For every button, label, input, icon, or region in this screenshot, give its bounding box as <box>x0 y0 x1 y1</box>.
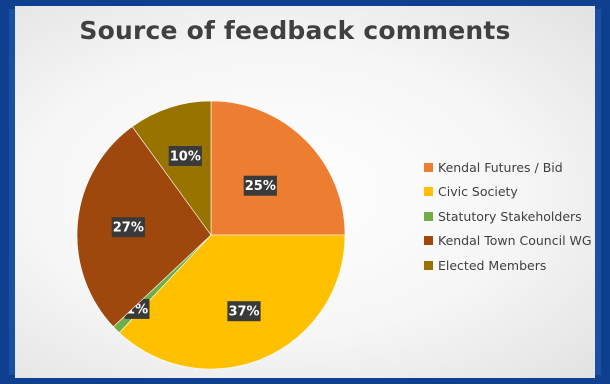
legend-swatch <box>424 211 433 221</box>
data-label-4: 27% <box>111 217 145 238</box>
svg-text:37%: 37% <box>228 305 259 320</box>
legend-swatch <box>424 260 433 270</box>
legend-label: Kendal Town Council WG <box>438 233 592 249</box>
svg-text:25%: 25% <box>245 179 276 194</box>
legend-item-1: Kendal Futures / Bid <box>424 155 592 180</box>
legend-item-2: Civic Society <box>424 180 592 205</box>
data-label-5: 10% <box>168 146 202 166</box>
legend-item-5: Elected Members <box>424 253 592 278</box>
svg-text:27%: 27% <box>113 221 144 236</box>
legend-label: Statutory Stakeholders <box>438 208 582 224</box>
legend-label: Elected Members <box>438 257 547 273</box>
legend-item-3: Statutory Stakeholders <box>424 204 592 229</box>
pie-slice-5 <box>131 100 212 236</box>
legend-swatch <box>424 236 433 246</box>
data-label-1: 25% <box>243 175 277 196</box>
legend-item-4: Kendal Town Council WG <box>424 229 592 254</box>
legend-swatch <box>424 162 433 172</box>
chart-legend: Kendal Futures / Bid Civic Society Statuto… <box>424 155 592 278</box>
svg-text:10%: 10% <box>170 150 201 165</box>
chart-title: Source of feedback comments <box>79 16 511 45</box>
pie-slice-1 <box>210 100 346 236</box>
legend-swatch <box>424 187 433 197</box>
legend-label: Kendal Futures / Bid <box>438 159 563 175</box>
data-label-2: 37% <box>227 301 261 322</box>
legend-label: Civic Society <box>438 184 518 200</box>
